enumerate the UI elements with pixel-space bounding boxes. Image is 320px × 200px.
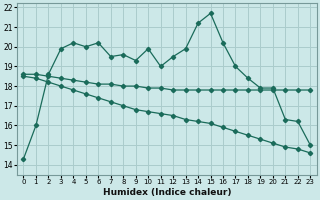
X-axis label: Humidex (Indice chaleur): Humidex (Indice chaleur) — [103, 188, 231, 197]
